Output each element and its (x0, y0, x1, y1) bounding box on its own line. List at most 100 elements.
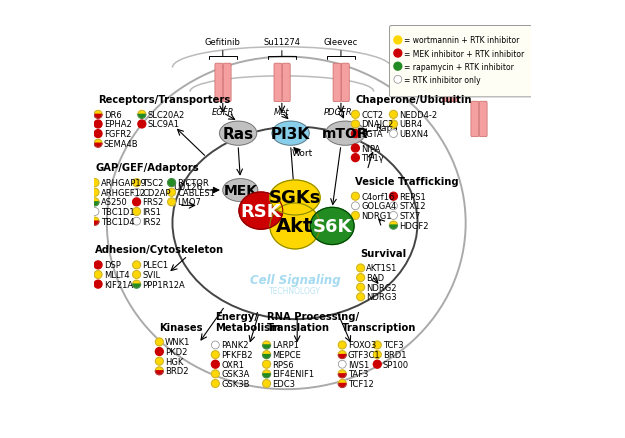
Text: GOLGA4: GOLGA4 (361, 202, 396, 211)
Text: DSP: DSP (104, 261, 121, 270)
Circle shape (394, 50, 402, 58)
Circle shape (351, 193, 359, 201)
Circle shape (211, 370, 219, 378)
Circle shape (132, 189, 141, 197)
Text: EPHA2: EPHA2 (104, 120, 131, 129)
Text: MEPCE: MEPCE (272, 350, 301, 359)
Wedge shape (389, 226, 398, 230)
Circle shape (351, 121, 359, 129)
Text: REPS1: REPS1 (399, 192, 426, 201)
Text: NDRG3: NDRG3 (366, 293, 397, 302)
FancyBboxPatch shape (451, 67, 459, 102)
Wedge shape (262, 341, 271, 345)
Text: Chaperone/Ubiquitin: Chaperone/Ubiquitin (356, 95, 472, 105)
Text: Cell Signaling: Cell Signaling (249, 274, 340, 286)
Wedge shape (389, 222, 398, 226)
Text: Wort: Wort (292, 149, 313, 158)
Circle shape (338, 360, 346, 368)
Text: WNK1: WNK1 (165, 338, 191, 346)
Wedge shape (262, 370, 271, 374)
Text: PDGFRα: PDGFRα (324, 108, 358, 117)
Text: TSC2: TSC2 (142, 179, 164, 188)
Text: TBC1D4: TBC1D4 (101, 217, 134, 226)
FancyBboxPatch shape (341, 64, 349, 102)
Wedge shape (94, 144, 102, 148)
Text: LARP1: LARP1 (272, 341, 299, 350)
Circle shape (211, 380, 219, 388)
Text: Energy/
Metabolism: Energy/ Metabolism (216, 311, 281, 332)
Text: RPS6: RPS6 (272, 360, 294, 369)
Text: TIF1γ: TIF1γ (361, 154, 384, 163)
FancyBboxPatch shape (282, 64, 290, 102)
Text: PKD2: PKD2 (165, 347, 188, 356)
Text: Rapa: Rapa (374, 124, 398, 133)
Text: ARHGEF12: ARHGEF12 (101, 188, 146, 197)
Circle shape (373, 351, 381, 359)
Text: PFKFB2: PFKFB2 (221, 350, 253, 359)
Text: AKT1S1: AKT1S1 (366, 264, 398, 273)
Circle shape (357, 274, 364, 282)
Circle shape (132, 198, 141, 206)
Text: TAF3: TAF3 (348, 370, 368, 378)
Circle shape (389, 111, 398, 119)
Text: DNAJC2: DNAJC2 (361, 120, 393, 129)
FancyBboxPatch shape (274, 64, 282, 102)
Circle shape (132, 208, 141, 216)
Circle shape (168, 189, 176, 197)
Text: CCT2: CCT2 (361, 111, 383, 120)
Ellipse shape (173, 127, 418, 319)
Text: Receptors/Transporters: Receptors/Transporters (98, 95, 231, 105)
Ellipse shape (270, 180, 320, 215)
Text: TCF3: TCF3 (383, 341, 404, 350)
Text: Transcription: Transcription (342, 322, 417, 332)
Text: TBC1D1: TBC1D1 (101, 208, 134, 216)
Wedge shape (91, 218, 99, 222)
Circle shape (94, 281, 102, 288)
Text: SGKs: SGKs (269, 189, 321, 207)
Ellipse shape (222, 179, 258, 202)
FancyBboxPatch shape (471, 102, 479, 138)
Text: Kinases: Kinases (159, 322, 203, 332)
Text: Su11274: Su11274 (263, 38, 301, 46)
Circle shape (351, 145, 359, 152)
Text: Vesicle Trafficking: Vesicle Trafficking (356, 176, 459, 186)
Text: Gefitinib: Gefitinib (205, 38, 241, 46)
Text: SVIL: SVIL (142, 270, 161, 279)
Text: KIF21A: KIF21A (104, 280, 133, 289)
Text: HDGF2: HDGF2 (399, 221, 429, 230)
Wedge shape (338, 374, 346, 378)
Text: Met: Met (274, 108, 289, 117)
Circle shape (168, 179, 176, 187)
Circle shape (262, 360, 271, 368)
Circle shape (132, 218, 141, 226)
Wedge shape (94, 115, 102, 119)
Ellipse shape (272, 122, 309, 146)
Wedge shape (91, 198, 99, 202)
Text: PANK2: PANK2 (221, 341, 249, 350)
Text: DR6: DR6 (104, 111, 121, 120)
Text: = MEK inhibitor + RTK inhibitor: = MEK inhibitor + RTK inhibitor (404, 49, 524, 58)
Text: BAD: BAD (366, 273, 384, 283)
Text: FRS2: FRS2 (142, 198, 164, 207)
Text: Ras: Ras (222, 127, 254, 141)
Text: ARHGAP19: ARHGAP19 (101, 179, 147, 188)
Text: AS250: AS250 (101, 198, 127, 207)
Wedge shape (94, 111, 102, 115)
Text: NIPA: NIPA (361, 144, 381, 153)
Text: Akt: Akt (276, 217, 314, 236)
Circle shape (357, 284, 364, 291)
Circle shape (91, 208, 99, 216)
Text: RSK: RSK (241, 202, 281, 220)
Circle shape (94, 271, 102, 279)
Text: HGK: HGK (165, 357, 183, 366)
Circle shape (211, 351, 219, 359)
Text: U0126: U0126 (173, 183, 203, 192)
Circle shape (389, 131, 398, 138)
Wedge shape (338, 384, 346, 388)
Wedge shape (262, 374, 271, 378)
Circle shape (357, 293, 364, 301)
Text: NEDD4-2: NEDD4-2 (399, 111, 437, 120)
Text: Gleevec: Gleevec (324, 38, 358, 46)
Circle shape (132, 179, 141, 187)
Circle shape (262, 380, 271, 388)
